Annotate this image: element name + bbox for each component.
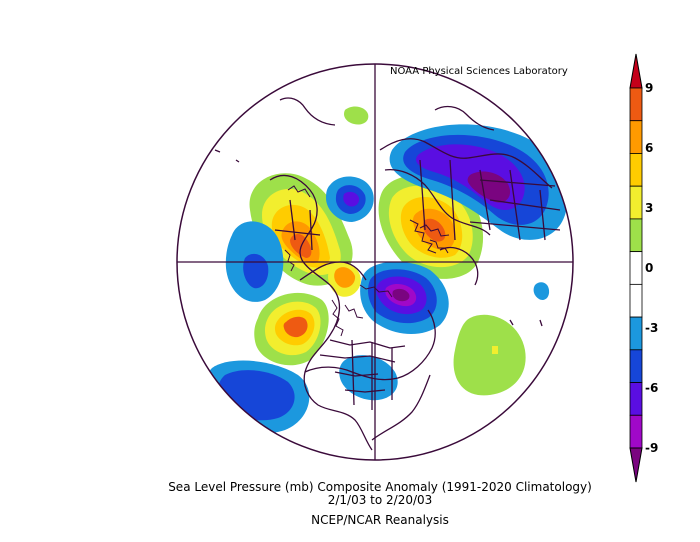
positive-anomaly-north-pacific-small [328, 262, 361, 297]
credit-label: NOAA Physical Sciences Laboratory [390, 66, 568, 77]
colorbar-segment [629, 349, 643, 383]
map-title: Sea Level Pressure (mb) Composite Anomal… [168, 480, 592, 494]
colorbar-segment [629, 251, 643, 285]
colorbar-tick-label: 6 [645, 141, 653, 155]
colorbar-tick-label: -6 [645, 381, 658, 395]
negative-anomaly-arctic-ocean [360, 261, 449, 335]
colorbar-segment [629, 218, 643, 253]
colorbar-segment [629, 120, 643, 154]
colorbar-tick-label: 9 [645, 81, 653, 95]
colorbar-tick-label: 3 [645, 201, 653, 215]
colorbar-min-triangle [629, 447, 643, 483]
negative-anomaly-central-asia [389, 124, 568, 240]
date-range: 2/1/03 to 2/20/03 [327, 493, 433, 507]
colorbar-segment [629, 153, 643, 187]
colorbar-segment [629, 283, 643, 318]
colorbar-segment [629, 87, 643, 122]
negative-anomaly-north-pacific [326, 176, 374, 222]
positive-anomaly-siberia [378, 175, 484, 279]
colorbar-tick-label: -9 [645, 441, 658, 455]
polar-anomaly-map [176, 63, 574, 461]
colorbar-segment [629, 185, 643, 220]
colorbar-segment [629, 414, 643, 449]
colorbar-segment [629, 316, 643, 351]
coastline-detail [284, 185, 450, 337]
dataset-label: NCEP/NCAR Reanalysis [311, 513, 449, 527]
positive-anomaly-alaska-north-pacific [254, 292, 329, 366]
colorbar-max-triangle [629, 53, 643, 89]
colorbar-tick-label: 0 [645, 261, 653, 275]
colorbar-segment [629, 382, 643, 416]
colorbar-tick-label: -3 [645, 321, 658, 335]
colorbar: 9 6 3 0 -3 -6 -9 [629, 53, 658, 483]
positive-anomaly-subtropical-atlantic [453, 314, 526, 396]
